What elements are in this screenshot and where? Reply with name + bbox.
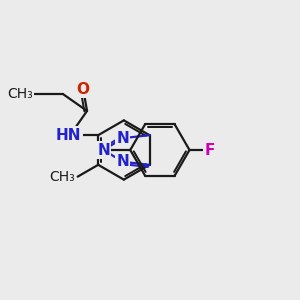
Text: F: F [204,142,215,158]
Text: N: N [97,142,110,158]
Text: N: N [116,154,129,169]
Text: N: N [116,131,129,146]
Text: HN: HN [56,128,81,143]
Text: CH₃: CH₃ [8,87,33,101]
Text: CH₃: CH₃ [49,170,75,184]
Text: O: O [77,82,90,97]
